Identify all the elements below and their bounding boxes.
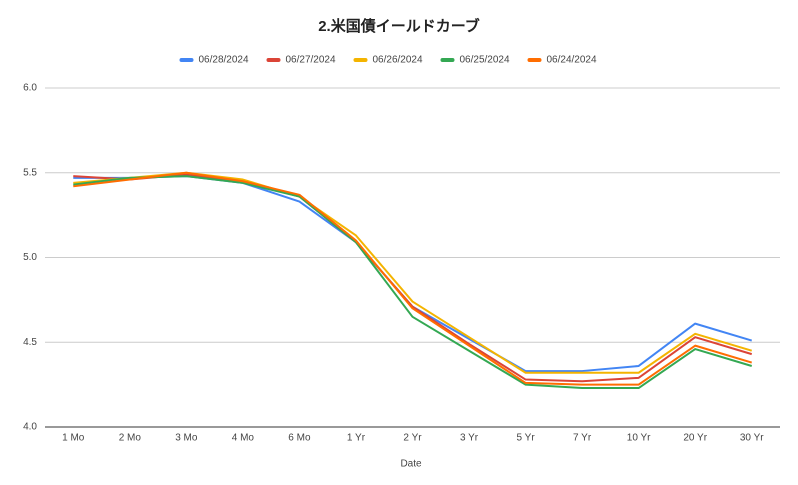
x-tick-label: 6 Mo xyxy=(288,433,311,444)
x-tick-label: 3 Mo xyxy=(175,433,198,444)
x-tick-label: 4 Mo xyxy=(232,433,255,444)
x-tick-label: 20 Yr xyxy=(683,433,707,444)
y-tick-label: 5.0 xyxy=(23,252,37,263)
x-tick-label: 2 Yr xyxy=(403,433,422,444)
legend-label: 06/27/2024 xyxy=(286,55,336,66)
legend-label: 06/25/2024 xyxy=(460,55,510,66)
x-axis-label: Date xyxy=(400,459,422,470)
chart-title: 2.米国債イールドカーブ xyxy=(318,17,480,35)
x-tick-label: 7 Yr xyxy=(573,433,592,444)
series-line xyxy=(73,171,753,374)
series-line xyxy=(73,173,753,383)
y-tick-label: 4.0 xyxy=(23,422,37,433)
series-line xyxy=(73,175,753,390)
x-tick-label: 1 Mo xyxy=(62,433,85,444)
x-tick-label: 1 Yr xyxy=(347,433,366,444)
x-tick-label: 2 Mo xyxy=(119,433,142,444)
y-tick-label: 6.0 xyxy=(23,83,37,94)
series-line xyxy=(73,171,753,386)
x-tick-label: 10 Yr xyxy=(627,433,651,444)
legend-label: 06/24/2024 xyxy=(547,55,597,66)
legend-label: 06/28/2024 xyxy=(199,55,249,66)
x-tick-label: 5 Yr xyxy=(516,433,535,444)
y-tick-label: 4.5 xyxy=(23,337,37,348)
y-tick-label: 5.5 xyxy=(23,167,37,178)
legend-label: 06/26/2024 xyxy=(373,55,423,66)
x-tick-label: 3 Yr xyxy=(460,433,479,444)
x-tick-label: 30 Yr xyxy=(740,433,764,444)
